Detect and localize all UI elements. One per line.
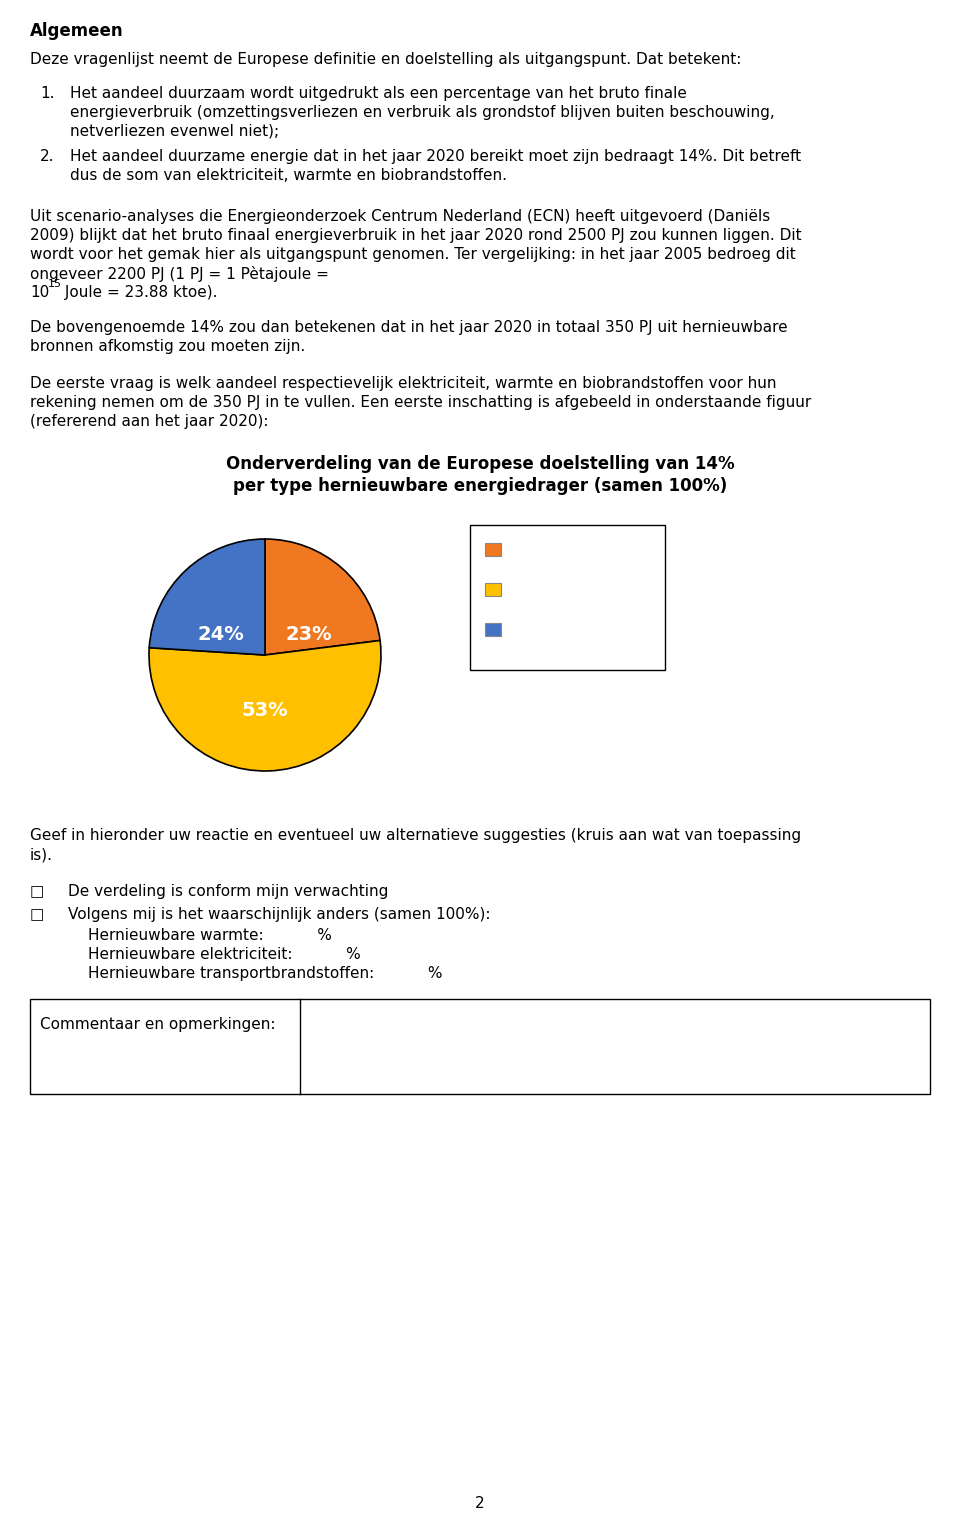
Text: Het aandeel duurzame energie dat in het jaar 2020 bereikt moet zijn bedraagt 14%: Het aandeel duurzame energie dat in het … <box>70 148 802 164</box>
Text: 15: 15 <box>48 279 62 289</box>
Text: 24%: 24% <box>198 625 244 643</box>
Text: De eerste vraag is welk aandeel respectievelijk elektriciteit, warmte en biobran: De eerste vraag is welk aandeel respecti… <box>30 375 777 391</box>
Text: dus de som van elektriciteit, warmte en biobrandstoffen.: dus de som van elektriciteit, warmte en … <box>70 168 507 183</box>
Text: bronnen afkomstig zou moeten zijn.: bronnen afkomstig zou moeten zijn. <box>30 339 305 354</box>
Text: Geef in hieronder uw reactie en eventueel uw alternatieve suggesties (kruis aan : Geef in hieronder uw reactie en eventuee… <box>30 828 802 843</box>
Text: wordt voor het gemak hier als uitgangspunt genomen. Ter vergelijking: in het jaa: wordt voor het gemak hier als uitgangspu… <box>30 247 796 262</box>
Text: 23%: 23% <box>286 625 332 643</box>
Text: De bovengenoemde 14% zou dan betekenen dat in het jaar 2020 in totaal 350 PJ uit: De bovengenoemde 14% zou dan betekenen d… <box>30 319 787 335</box>
Text: Hernieuwbare warmte:           %: Hernieuwbare warmte: % <box>88 928 332 943</box>
Text: Elektriciteit: Elektriciteit <box>508 583 595 598</box>
Wedge shape <box>265 539 380 656</box>
Text: Warmte: Warmte <box>508 544 568 559</box>
Text: Algemeen: Algemeen <box>30 23 124 39</box>
Text: ongeveer 2200 PJ (1 PJ = 1 Pètajoule =: ongeveer 2200 PJ (1 PJ = 1 Pètajoule = <box>30 266 329 282</box>
Text: □: □ <box>30 884 44 899</box>
Bar <box>485 622 501 636</box>
Wedge shape <box>149 539 265 656</box>
Text: Deze vragenlijst neemt de Europese definitie en doelstelling als uitgangspunt. D: Deze vragenlijst neemt de Europese defin… <box>30 51 741 67</box>
Text: 10: 10 <box>30 285 49 300</box>
Bar <box>470 525 665 671</box>
Text: Uit scenario-analyses die Energieonderzoek Centrum Nederland (ECN) heeft uitgevo: Uit scenario-analyses die Energieonderzo… <box>30 209 770 224</box>
Text: 1.: 1. <box>40 86 55 101</box>
Text: 53%: 53% <box>242 701 288 721</box>
Text: Hernieuwbare elektriciteit:           %: Hernieuwbare elektriciteit: % <box>88 946 361 961</box>
Text: Commentaar en opmerkingen:: Commentaar en opmerkingen: <box>40 1017 276 1033</box>
Text: Het aandeel duurzaam wordt uitgedrukt als een percentage van het bruto finale: Het aandeel duurzaam wordt uitgedrukt al… <box>70 86 686 101</box>
Text: per type hernieuwbare energiedrager (samen 100%): per type hernieuwbare energiedrager (sam… <box>233 477 727 495</box>
Text: 2009) blijkt dat het bruto finaal energieverbruik in het jaar 2020 rond 2500 PJ : 2009) blijkt dat het bruto finaal energi… <box>30 229 802 244</box>
Text: energieverbruik (omzettingsverliezen en verbruik als grondstof blijven buiten be: energieverbruik (omzettingsverliezen en … <box>70 104 775 120</box>
Text: Transport: Transport <box>508 622 580 637</box>
Text: 2.: 2. <box>40 148 55 164</box>
Bar <box>30 999 930 1095</box>
Bar <box>485 544 501 556</box>
Text: netverliezen evenwel niet);: netverliezen evenwel niet); <box>70 124 279 139</box>
Text: Volgens mij is het waarschijnlijk anders (samen 100%):: Volgens mij is het waarschijnlijk anders… <box>68 907 491 922</box>
Text: rekening nemen om de 350 PJ in te vullen. Een eerste inschatting is afgebeeld in: rekening nemen om de 350 PJ in te vullen… <box>30 395 811 410</box>
Text: Joule = 23.88 ktoe).: Joule = 23.88 ktoe). <box>60 285 218 300</box>
Text: □: □ <box>30 907 44 922</box>
Text: De verdeling is conform mijn verwachting: De verdeling is conform mijn verwachting <box>68 884 389 899</box>
Text: is).: is). <box>30 846 53 861</box>
Wedge shape <box>149 640 381 771</box>
Text: Onderverdeling van de Europese doelstelling van 14%: Onderverdeling van de Europese doelstell… <box>226 456 734 472</box>
Text: (refererend aan het jaar 2020):: (refererend aan het jaar 2020): <box>30 413 269 428</box>
Text: 2: 2 <box>475 1496 485 1511</box>
Text: Hernieuwbare transportbrandstoffen:           %: Hernieuwbare transportbrandstoffen: % <box>88 966 443 981</box>
Bar <box>485 583 501 597</box>
